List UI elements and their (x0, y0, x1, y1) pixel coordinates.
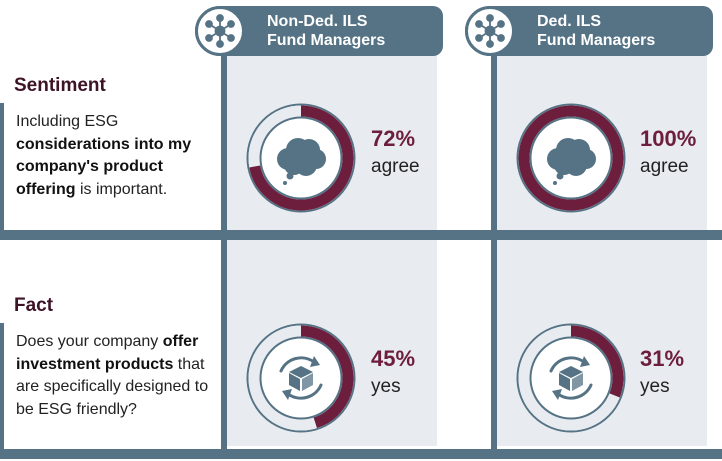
description-accent-bar (0, 323, 4, 453)
box-recycle-icon (279, 356, 323, 400)
column-header-text: Non-Ded. ILS Fund Managers (267, 12, 385, 50)
data-label-percent: 31% (640, 346, 685, 371)
description-text: Including ESG (16, 113, 119, 130)
column-divider (221, 40, 227, 458)
column-header-ded: Ded. ILS Fund Managers (465, 6, 713, 56)
donut-segment (518, 325, 624, 431)
box-recycle-icon (549, 356, 593, 400)
thought-bubble (283, 181, 287, 185)
network-icon-graphic (475, 14, 505, 48)
description-text: Does your company (16, 333, 163, 350)
section-title-fact: Fact (14, 295, 54, 316)
data-label-unit: yes (640, 376, 670, 397)
recycle-arrow (556, 383, 593, 400)
network-icon (195, 6, 245, 56)
description-emphasis: considerations into my company's product… (16, 135, 192, 198)
section-divider (0, 230, 722, 240)
section-description: Does your company offer investment produ… (16, 331, 211, 421)
donut-chart (516, 103, 626, 213)
box-top (289, 366, 313, 378)
arrow-head (552, 389, 562, 400)
box-side (559, 373, 570, 391)
cloud-part (559, 147, 583, 171)
column-header-non-ded: Non-Ded. ILS Fund Managers (195, 6, 443, 56)
box-side (302, 373, 313, 391)
column-header-line1: Ded. ILS (537, 13, 602, 30)
recycle-arrow (286, 383, 323, 400)
column-header-text: Ded. ILS Fund Managers (537, 12, 655, 50)
section-divider (0, 449, 722, 459)
thought-bubble (556, 172, 564, 180)
description-emphasis: offer investment products (16, 333, 199, 373)
column-header-line1: Non-Ded. ILS (267, 13, 368, 30)
data-label-unit: agree (371, 156, 420, 177)
donut-chart (246, 103, 356, 213)
data-label-unit: yes (371, 376, 401, 397)
donut-segment (518, 105, 624, 211)
data-label-unit: agree (640, 156, 689, 177)
donut-chart (516, 323, 626, 433)
cloud-part (289, 147, 313, 171)
arrow-head (282, 389, 292, 400)
recycle-arrow (549, 356, 586, 373)
data-label-percent: 100% (640, 126, 697, 151)
box-top (559, 366, 583, 378)
cloud-thought-icon (277, 138, 326, 185)
donut-segment (248, 325, 354, 431)
donut-chart (246, 323, 356, 433)
recycle-arrow (279, 356, 316, 373)
arrow-head (580, 356, 590, 367)
arrow-head (310, 356, 320, 367)
thought-bubble (286, 172, 294, 180)
section-title-sentiment: Sentiment (14, 75, 106, 96)
column-header-line2: Fund Managers (537, 32, 656, 49)
column-divider (491, 40, 497, 458)
donut-segment (248, 105, 354, 211)
network-icon (465, 6, 515, 56)
box-side (289, 373, 300, 391)
network-icon-graphic (205, 14, 235, 48)
data-label-percent: 72% (371, 126, 416, 151)
description-accent-bar (0, 103, 4, 233)
description-text: that are specifically designed to be ESG… (16, 355, 209, 418)
box-side (572, 373, 583, 391)
thought-bubble (553, 181, 557, 185)
section-description: Including ESG considerations into my com… (16, 111, 211, 201)
description-text: is important. (75, 180, 168, 198)
column-header-line2: Fund Managers (267, 32, 386, 49)
data-label-percent: 45% (371, 346, 416, 371)
cloud-thought-icon (547, 138, 596, 185)
